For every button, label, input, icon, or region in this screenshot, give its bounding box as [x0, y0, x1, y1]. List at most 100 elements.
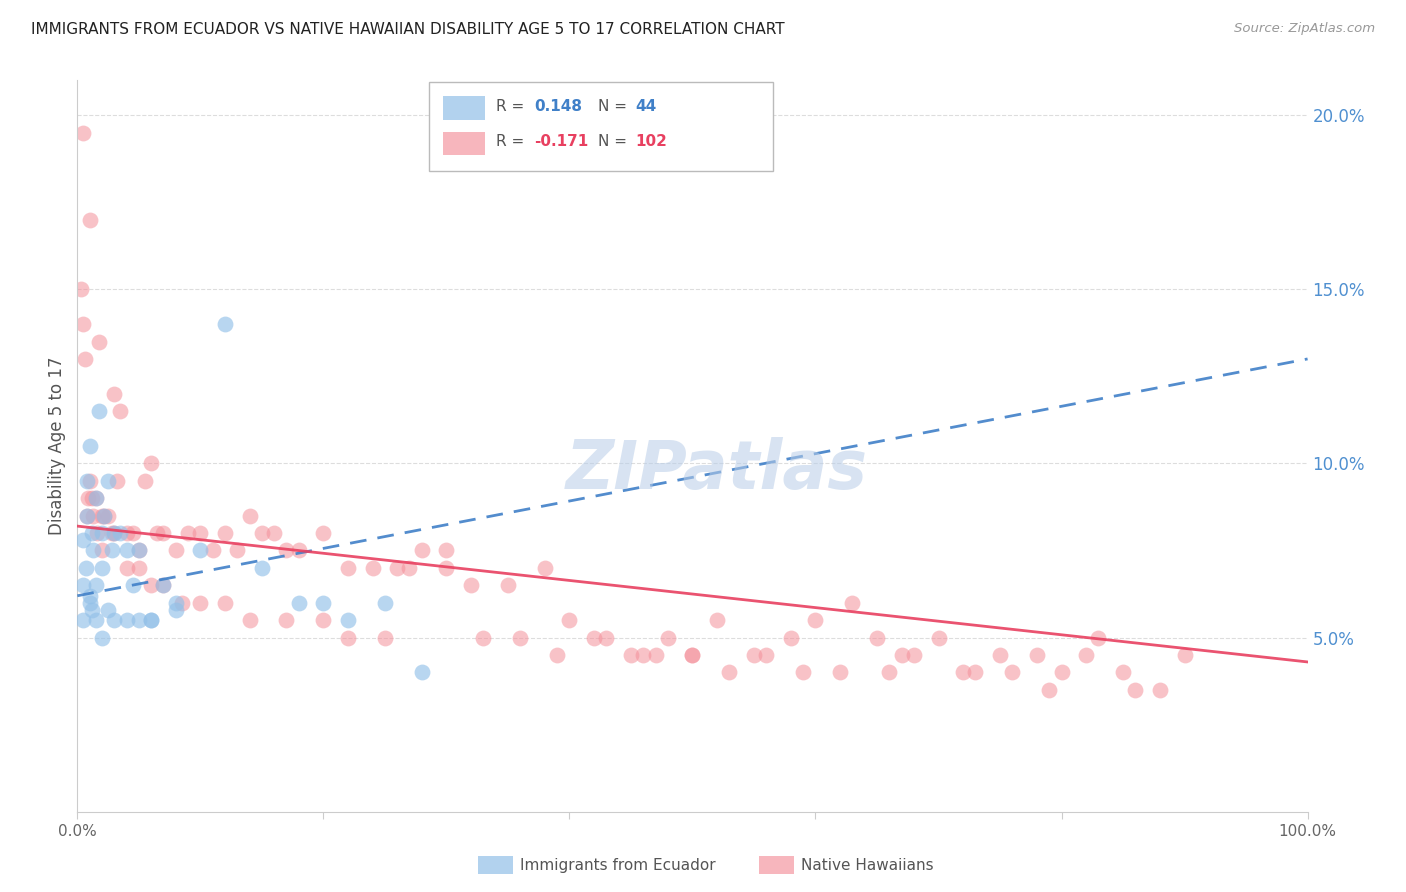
Point	[188, 596, 212, 610]
Point	[89, 334, 111, 349]
Point	[73, 351, 96, 366]
Point	[76, 508, 98, 523]
Point	[657, 631, 679, 645]
Point	[90, 543, 114, 558]
Point	[1026, 648, 1049, 662]
Point	[398, 561, 420, 575]
Point	[90, 526, 114, 541]
Point	[965, 665, 987, 680]
Point	[141, 613, 163, 627]
Text: -0.171: -0.171	[534, 135, 589, 149]
Point	[152, 578, 174, 592]
Point	[682, 648, 704, 662]
Point	[90, 631, 114, 645]
Point	[595, 631, 617, 645]
Text: Native Hawaiians: Native Hawaiians	[801, 858, 934, 872]
Text: R =: R =	[496, 99, 530, 113]
Point	[90, 561, 114, 575]
Text: N =: N =	[598, 135, 631, 149]
Point	[165, 596, 187, 610]
Point	[97, 474, 120, 488]
Point	[86, 526, 108, 541]
Point	[337, 631, 360, 645]
Point	[890, 648, 912, 662]
Point	[1087, 631, 1109, 645]
Point	[128, 543, 150, 558]
Point	[72, 578, 94, 592]
Point	[337, 613, 360, 627]
Point	[841, 596, 863, 610]
Point	[1001, 665, 1024, 680]
Point	[201, 543, 224, 558]
Text: ZIPatlas: ZIPatlas	[567, 437, 868, 503]
Point	[115, 543, 138, 558]
Point	[239, 508, 262, 523]
Point	[742, 648, 765, 662]
Text: Immigrants from Ecuador: Immigrants from Ecuador	[520, 858, 716, 872]
Point	[128, 613, 150, 627]
Point	[411, 543, 433, 558]
Point	[82, 491, 104, 506]
Point	[188, 543, 212, 558]
Point	[374, 631, 396, 645]
Point	[988, 648, 1011, 662]
Point	[952, 665, 974, 680]
Point	[110, 526, 132, 541]
Point	[583, 631, 606, 645]
Point	[792, 665, 814, 680]
Point	[146, 526, 169, 541]
Point	[152, 578, 174, 592]
Point	[250, 561, 273, 575]
Point	[141, 613, 163, 627]
Point	[90, 508, 114, 523]
Point	[70, 282, 93, 296]
Point	[103, 526, 125, 541]
Point	[128, 561, 150, 575]
Point	[534, 561, 557, 575]
Point	[866, 631, 889, 645]
Point	[105, 474, 128, 488]
Point	[1125, 682, 1147, 697]
Text: Source: ZipAtlas.com: Source: ZipAtlas.com	[1234, 22, 1375, 36]
Point	[1149, 682, 1171, 697]
Point	[89, 404, 111, 418]
Point	[276, 613, 298, 627]
Point	[263, 526, 285, 541]
Point	[165, 603, 187, 617]
Point	[170, 596, 193, 610]
Point	[84, 578, 107, 592]
Point	[804, 613, 827, 627]
Point	[1174, 648, 1197, 662]
Point	[115, 526, 138, 541]
Point	[460, 578, 482, 592]
Point	[82, 508, 104, 523]
Point	[165, 543, 187, 558]
Point	[128, 543, 150, 558]
Point	[558, 613, 581, 627]
Point	[134, 474, 156, 488]
Point	[76, 508, 98, 523]
Point	[312, 613, 335, 627]
Text: R =: R =	[496, 135, 530, 149]
Point	[644, 648, 666, 662]
Point	[288, 543, 311, 558]
Point	[97, 603, 120, 617]
Point	[110, 404, 132, 418]
Point	[101, 526, 124, 541]
Point	[472, 631, 495, 645]
Point	[75, 561, 97, 575]
Point	[436, 561, 458, 575]
Point	[188, 526, 212, 541]
Point	[103, 386, 125, 401]
Point	[239, 613, 262, 627]
Point	[620, 648, 643, 662]
Text: IMMIGRANTS FROM ECUADOR VS NATIVE HAWAIIAN DISABILITY AGE 5 TO 17 CORRELATION CH: IMMIGRANTS FROM ECUADOR VS NATIVE HAWAII…	[31, 22, 785, 37]
Point	[79, 474, 101, 488]
Point	[288, 596, 311, 610]
Point	[546, 648, 568, 662]
Point	[509, 631, 531, 645]
Point	[830, 665, 852, 680]
Point	[385, 561, 409, 575]
Point	[72, 613, 94, 627]
Point	[82, 543, 104, 558]
